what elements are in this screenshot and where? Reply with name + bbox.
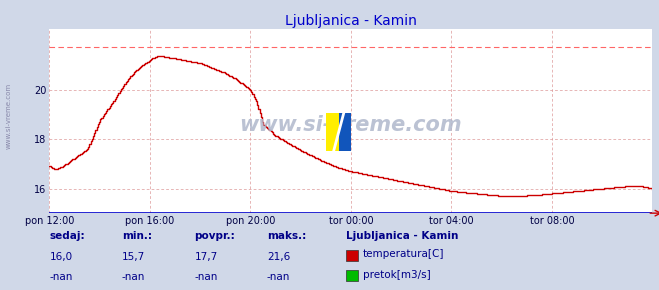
Text: www.si-vreme.com: www.si-vreme.com: [240, 115, 462, 135]
Bar: [339, 113, 351, 151]
Text: 21,6: 21,6: [267, 251, 290, 262]
Text: 16,0: 16,0: [49, 251, 72, 262]
Bar: [326, 113, 339, 151]
Text: -nan: -nan: [267, 272, 290, 282]
Text: min.:: min.:: [122, 231, 152, 241]
Text: -nan: -nan: [194, 272, 217, 282]
Text: sedaj:: sedaj:: [49, 231, 85, 241]
Title: Ljubljanica - Kamin: Ljubljanica - Kamin: [285, 14, 417, 28]
Text: -nan: -nan: [122, 272, 145, 282]
Text: maks.:: maks.:: [267, 231, 306, 241]
Text: povpr.:: povpr.:: [194, 231, 235, 241]
Text: www.si-vreme.com: www.si-vreme.com: [5, 83, 11, 149]
Text: pretok[m3/s]: pretok[m3/s]: [363, 269, 431, 280]
Text: 17,7: 17,7: [194, 251, 217, 262]
Text: 15,7: 15,7: [122, 251, 145, 262]
Text: temperatura[C]: temperatura[C]: [363, 249, 445, 259]
Text: -nan: -nan: [49, 272, 72, 282]
Text: Ljubljanica - Kamin: Ljubljanica - Kamin: [346, 231, 459, 241]
